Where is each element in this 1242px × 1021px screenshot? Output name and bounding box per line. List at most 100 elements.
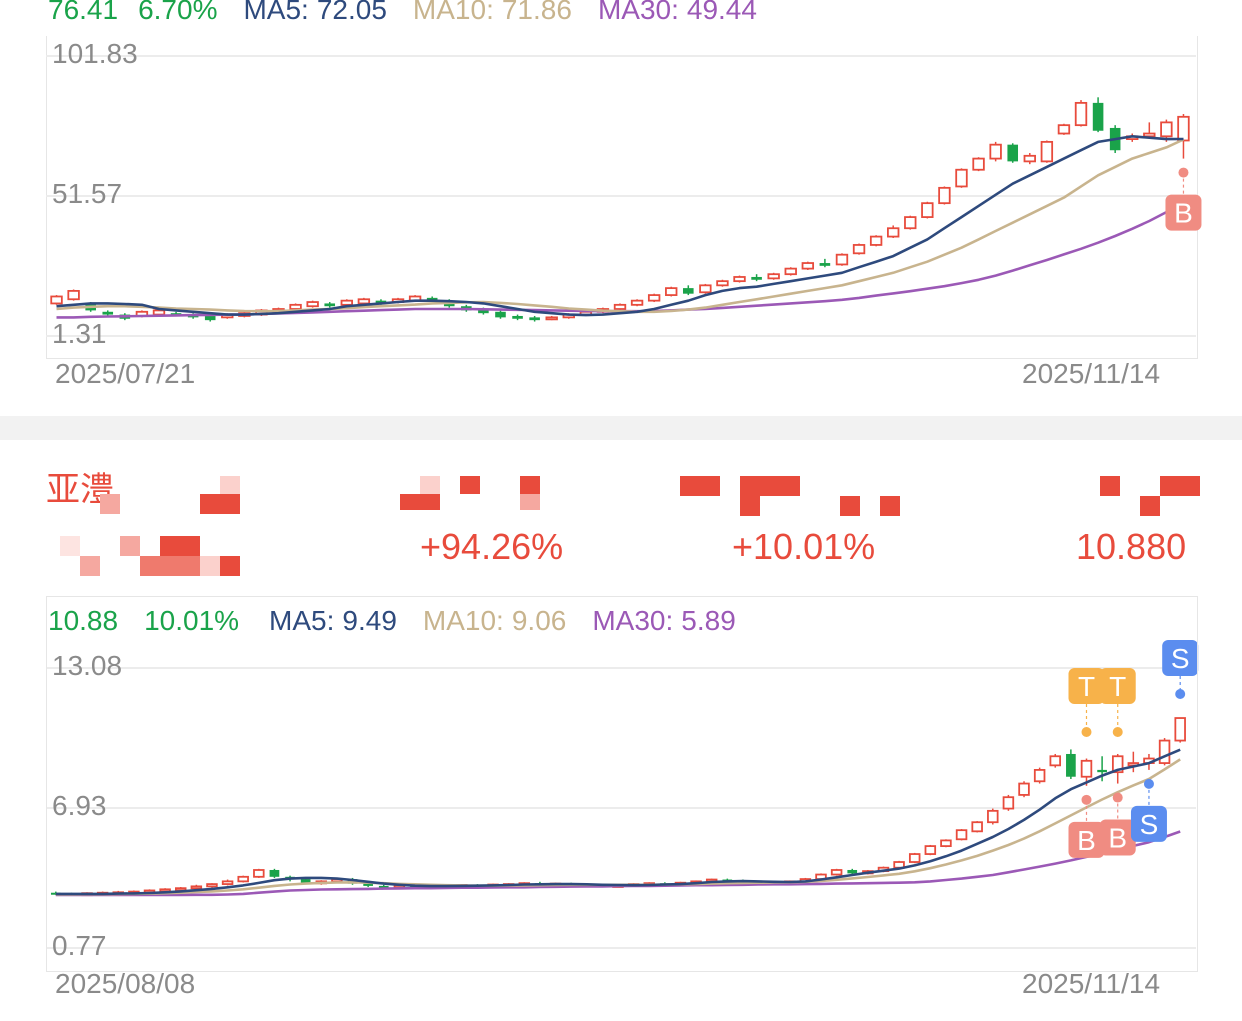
- marker-dot: [1112, 792, 1123, 803]
- legend-ma5-label: MA5:: [269, 605, 335, 636]
- ma5-line: [55, 748, 1181, 896]
- candle-up: [357, 298, 371, 305]
- candle-up: [908, 853, 921, 863]
- legend-ma10-value: 9.06: [511, 605, 567, 636]
- candle-down: [495, 311, 506, 318]
- x-tick-bottom-start: 2025/08/08: [55, 968, 196, 999]
- legend-ma5-value: 72.05: [316, 0, 387, 25]
- candle-up: [852, 244, 866, 255]
- candle-down: [426, 297, 438, 301]
- candle-down: [529, 317, 540, 321]
- marker-label: T: [1109, 671, 1126, 702]
- legend-pct: 10.01%: [144, 605, 240, 636]
- y-tick-top-max: 101.83: [52, 38, 138, 69]
- candle-down: [269, 869, 280, 877]
- candle-up: [830, 869, 843, 876]
- ma10-line: [56, 138, 1185, 314]
- candle-up: [647, 294, 661, 302]
- marker-badge-B: [1068, 821, 1105, 858]
- chart-frame-bottom: [46, 596, 1198, 972]
- candle-up: [613, 303, 627, 310]
- change-value-1: +94.26%: [420, 526, 564, 567]
- candle-up: [50, 295, 63, 305]
- candle-up: [152, 309, 166, 316]
- candle-up: [340, 299, 353, 306]
- candle-up: [987, 809, 999, 824]
- candle-down: [363, 883, 373, 886]
- candle-up: [989, 143, 1002, 160]
- candle-up: [955, 829, 968, 841]
- candle-down: [1066, 753, 1076, 777]
- legend-ma30-value: 49.44: [686, 0, 757, 25]
- x-tick-top-start: 2025/07/21: [55, 358, 196, 389]
- candle-up: [237, 875, 249, 883]
- legend-bottom: 10.88 10.01% MA5: 9.49 MA10: 9.06 MA30: …: [48, 601, 736, 641]
- candle-up: [699, 284, 712, 294]
- candle-up: [1158, 739, 1171, 764]
- mosaic-block: [60, 536, 240, 576]
- candle-up: [221, 880, 234, 885]
- candle-up: [1018, 782, 1030, 796]
- legend-ma10-label: MA10:: [412, 0, 494, 25]
- candle-up: [1002, 796, 1015, 810]
- y-tick-bottom-min: 0.77: [52, 930, 107, 961]
- marker-badge-S: [1130, 805, 1167, 842]
- candle-up: [887, 227, 900, 238]
- ma30-line: [56, 200, 1185, 319]
- legend-ma30-label: MA30:: [597, 0, 679, 25]
- marker-badge-S: [1162, 640, 1199, 676]
- mosaic-block: [100, 476, 240, 516]
- candle-up: [306, 301, 319, 308]
- x-tick-top-end: 2025/11/14: [1022, 358, 1161, 389]
- section-divider: [0, 416, 1242, 440]
- legend-ma30-label: MA30:: [592, 605, 674, 636]
- legend-top: 76.41 6.70% MA5: 72.05 MA10: 71.86 MA30:…: [48, 0, 757, 30]
- marker-dot: [1081, 794, 1092, 805]
- candle-down: [847, 869, 858, 874]
- marker-dot: [1143, 778, 1154, 789]
- candle-up: [904, 216, 917, 230]
- candle-up: [630, 299, 644, 306]
- candle-up: [1040, 140, 1054, 163]
- candle-up: [1080, 759, 1093, 778]
- candle-up: [733, 276, 746, 283]
- candle-up: [1074, 101, 1088, 127]
- mosaic-block: [1100, 476, 1200, 516]
- candle-down: [204, 315, 216, 321]
- change-value-2: +10.01%: [732, 526, 876, 567]
- marker-badge-T: [1099, 668, 1136, 704]
- candle-up: [1033, 769, 1046, 783]
- marker-label: S: [1171, 643, 1190, 674]
- candle-down: [324, 303, 336, 307]
- candle-down: [102, 311, 114, 315]
- mosaic-block: [680, 476, 900, 516]
- x-tick-bottom-end: 2025/11/14: [1022, 968, 1161, 999]
- marker-label: B: [1077, 825, 1096, 856]
- candle-down: [478, 309, 489, 314]
- candle-down: [1097, 769, 1107, 773]
- marker-label: B: [1174, 198, 1193, 229]
- marker-dot: [1175, 689, 1186, 699]
- marker-label: S: [1140, 809, 1159, 840]
- mosaic-block: [400, 476, 540, 510]
- candle-up: [665, 287, 678, 296]
- marker-dot: [1178, 167, 1189, 178]
- marker-label: B: [1108, 823, 1127, 854]
- candle-down: [375, 300, 387, 304]
- candle-up: [1177, 115, 1190, 142]
- candle-up: [1160, 121, 1173, 138]
- candle-up: [1143, 132, 1156, 138]
- candle-down: [751, 276, 762, 280]
- candle-up: [869, 235, 883, 246]
- candle-down: [512, 315, 523, 319]
- y-tick-top-mid: 51.57: [52, 178, 123, 209]
- candle-up: [784, 267, 797, 276]
- candle-up: [955, 168, 968, 188]
- marker-dot: [1081, 727, 1092, 737]
- ma5-line: [56, 135, 1184, 317]
- candle-down: [1007, 144, 1019, 162]
- candle-up: [1049, 755, 1062, 767]
- legend-price: 10.88: [48, 605, 119, 636]
- candle-up: [924, 845, 937, 855]
- legend-price: 76.41: [48, 0, 119, 25]
